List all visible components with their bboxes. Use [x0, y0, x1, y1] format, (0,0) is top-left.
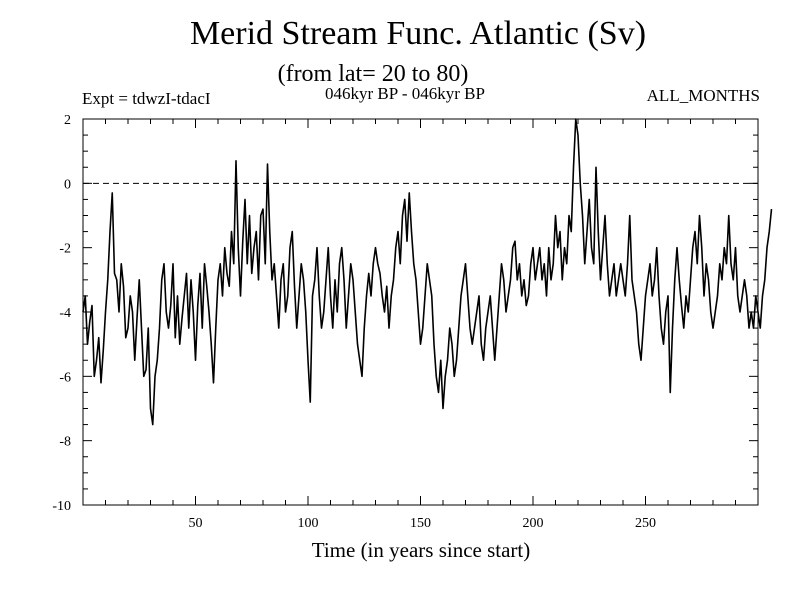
x-tick-label: 150 — [410, 516, 431, 531]
months-label: ALL_MONTHS — [646, 86, 760, 105]
series-line — [82, 118, 773, 426]
y-tick-label: 0 — [64, 177, 71, 192]
plot-frame — [82, 118, 759, 506]
x-tick-label: 250 — [635, 516, 656, 531]
y-tick-label: -2 — [59, 242, 71, 257]
chart-subtitle: (from lat= 20 to 80) — [277, 61, 469, 87]
x-axis-label: Time (in years since start) — [311, 538, 531, 562]
axis-ticks — [83, 118, 758, 506]
y-tick-label: -8 — [59, 435, 71, 450]
x-tick-label: 100 — [298, 516, 319, 531]
experiment-label: Expt = tdwzI-tdacI — [82, 89, 211, 108]
y-tick-label: 2 — [64, 113, 71, 128]
period-label: 046kyr BP - 046kyr BP — [325, 84, 485, 103]
y-tick-label: -6 — [59, 370, 71, 385]
y-tick-label: -10 — [52, 499, 71, 514]
y-tick-label: -4 — [59, 306, 71, 321]
tick-labels: 50 100 150 200 250 2 0 -2 -4 -6 -8 -10 — [52, 113, 656, 531]
x-tick-label: 50 — [189, 516, 203, 531]
chart-title: Merid Stream Func. Atlantic (Sv) — [189, 15, 647, 52]
x-tick-label: 200 — [523, 516, 544, 531]
